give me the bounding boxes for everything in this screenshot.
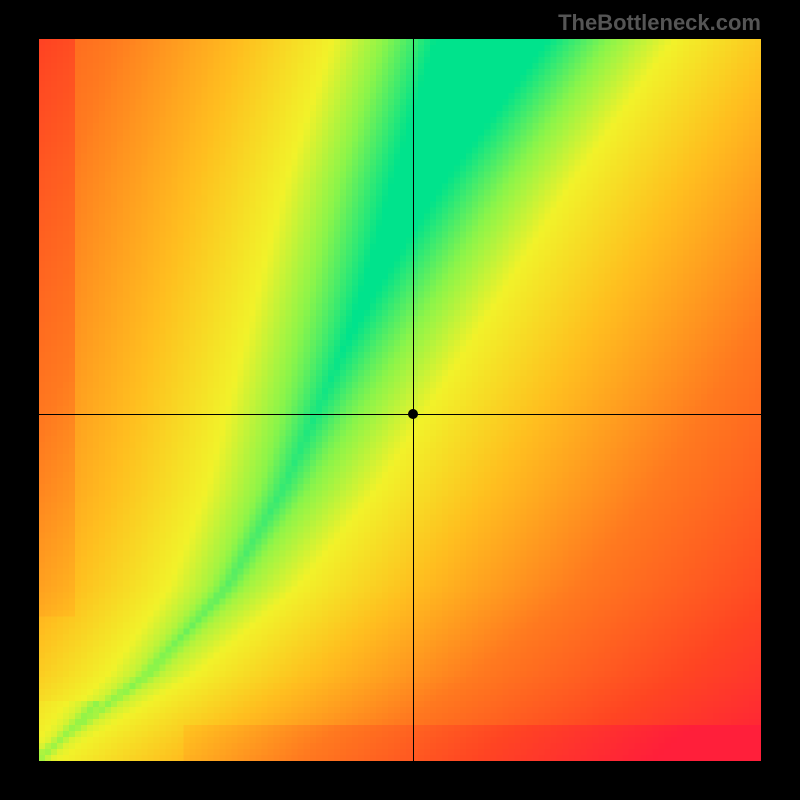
crosshair-horizontal: [39, 414, 761, 415]
chart-container: TheBottleneck.com: [0, 0, 800, 800]
plot-area: [39, 39, 761, 761]
watermark-label: TheBottleneck.com: [558, 10, 761, 36]
crosshair-vertical: [413, 39, 414, 761]
heatmap-canvas: [39, 39, 761, 761]
crosshair-marker: [408, 409, 418, 419]
